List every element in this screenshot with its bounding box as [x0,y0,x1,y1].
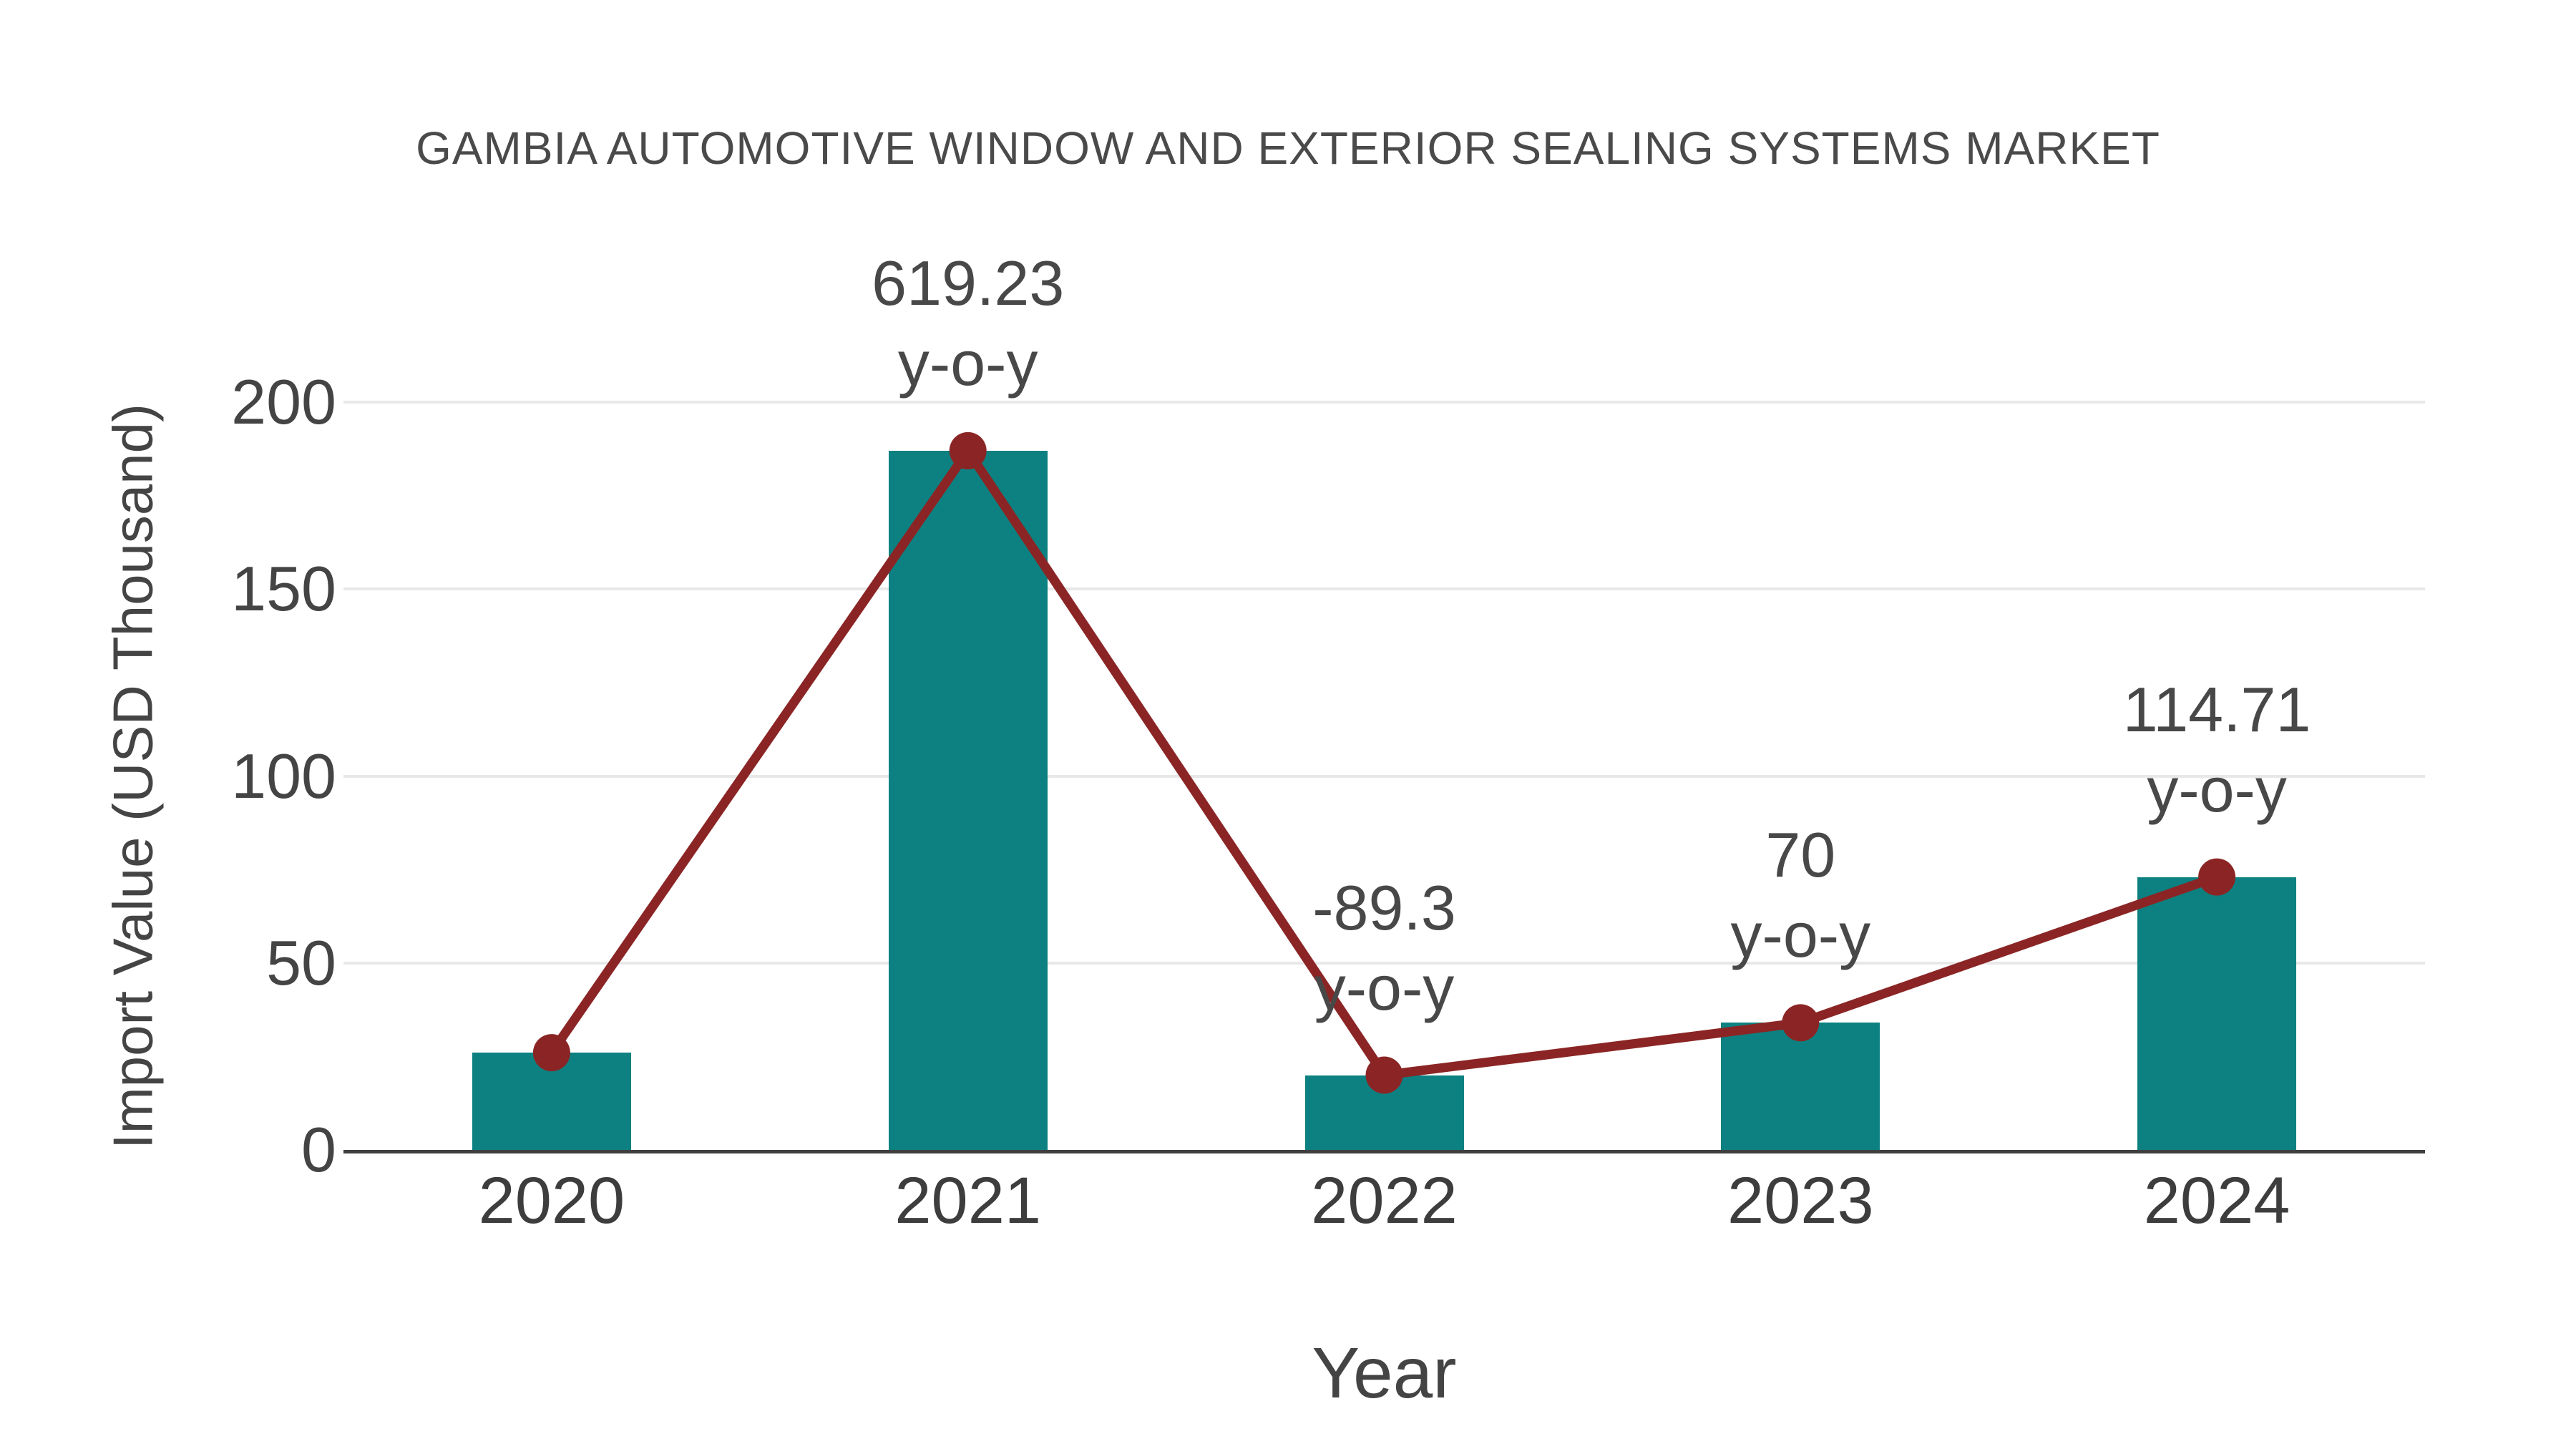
marker-2023 [1782,1004,1820,1042]
annotation-yoy-label: y-o-y [2147,753,2287,825]
x-tick-label-2023: 2023 [1727,1164,1874,1237]
annotation-yoy-label: y-o-y [897,327,1038,399]
y-tick-label-50: 50 [266,927,336,998]
marker-2021 [949,431,987,469]
annotation-value: -89.3 [1312,872,1456,943]
y-tick-label-0: 0 [301,1114,336,1185]
x-tick-label-2020: 2020 [478,1164,625,1237]
bar-2024 [2137,877,2297,1150]
annotation-2022: -89.3 y-o-y [1127,868,1642,1028]
plot-area: 0 50 100 150 200 619.23 y-o-y -89.3 y-o-y 70 y-o-… [231,248,2425,1413]
x-tick-label-2024: 2024 [2143,1164,2290,1237]
x-axis-title: Year [1312,1333,1457,1413]
annotation-value: 70 [1765,819,1836,891]
x-tick-label-2021: 2021 [894,1164,1042,1237]
bar-2023 [1721,1023,1880,1150]
annotation-2021: 619.23 y-o-y [711,243,1226,404]
gridline-150 [343,587,2425,591]
annotation-yoy-label: y-o-y [1314,952,1455,1023]
y-tick-label-100: 100 [231,740,336,811]
annotation-value: 619.23 [872,247,1065,318]
annotation-yoy-label: y-o-y [1730,899,1871,971]
y-tick-label-200: 200 [231,366,336,437]
annotation-2024: 114.71 y-o-y [1959,670,2474,830]
bar-2021 [888,450,1048,1150]
marker-2022 [1365,1056,1403,1094]
chart-title: GAMBIA AUTOMOTIVE WINDOW AND EXTERIOR SE… [416,122,2160,174]
gridline-200 [343,401,2425,404]
marker-2020 [532,1034,570,1072]
annotation-2023: 70 y-o-y [1543,815,2058,975]
x-tick-label-2022: 2022 [1311,1164,1458,1237]
y-tick-label-150: 150 [231,553,336,625]
gridline-100 [343,774,2425,778]
gridline-50 [343,961,2425,965]
marker-2024 [2198,858,2236,896]
annotation-value: 114.71 [2122,673,2311,745]
trend-line [532,431,2236,1094]
